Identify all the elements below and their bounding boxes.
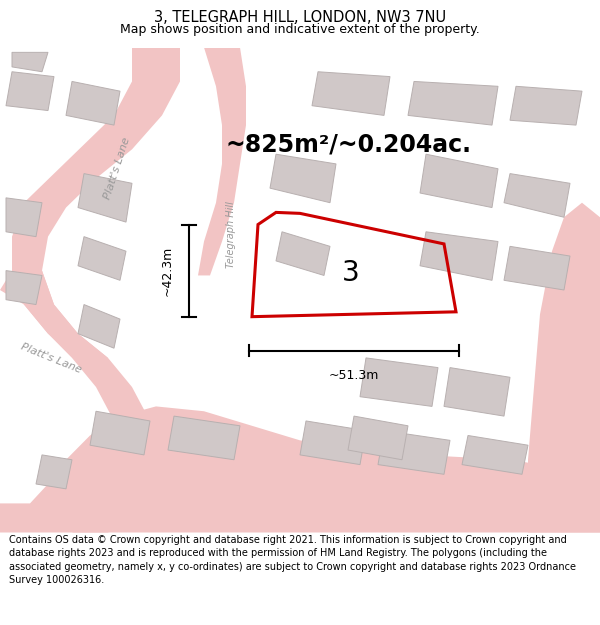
Polygon shape [0,406,600,532]
Text: 3: 3 [342,259,360,287]
Polygon shape [348,416,408,460]
Polygon shape [528,202,600,532]
Polygon shape [198,48,246,276]
Polygon shape [6,72,54,111]
Text: ~825m²/~0.204ac.: ~825m²/~0.204ac. [225,132,471,156]
Polygon shape [270,154,336,202]
Polygon shape [12,48,180,358]
Polygon shape [66,81,120,125]
Polygon shape [78,237,126,280]
Polygon shape [420,232,498,280]
Text: 3, TELEGRAPH HILL, LONDON, NW3 7NU: 3, TELEGRAPH HILL, LONDON, NW3 7NU [154,11,446,26]
Polygon shape [378,431,450,474]
Polygon shape [78,174,132,222]
Polygon shape [444,368,510,416]
Polygon shape [36,455,72,489]
Polygon shape [462,436,528,474]
Polygon shape [300,421,366,464]
Text: Platt's Lane: Platt's Lane [102,136,132,201]
Polygon shape [0,271,156,532]
Text: Map shows position and indicative extent of the property.: Map shows position and indicative extent… [120,22,480,36]
Text: Platt's Lane: Platt's Lane [19,341,83,374]
Polygon shape [168,416,240,460]
Polygon shape [276,232,330,276]
Polygon shape [510,86,582,125]
Polygon shape [504,246,570,290]
Text: Telegraph Hill: Telegraph Hill [226,201,236,268]
Polygon shape [12,52,48,72]
Text: ~42.3m: ~42.3m [161,246,174,296]
Text: ~51.3m: ~51.3m [329,369,379,382]
Text: Contains OS data © Crown copyright and database right 2021. This information is : Contains OS data © Crown copyright and d… [9,535,576,585]
Polygon shape [408,81,498,125]
Polygon shape [360,358,438,406]
Polygon shape [420,154,498,208]
Polygon shape [312,72,390,116]
Polygon shape [6,271,42,304]
Polygon shape [90,411,150,455]
Polygon shape [6,198,42,237]
Polygon shape [78,304,120,348]
Polygon shape [504,174,570,218]
